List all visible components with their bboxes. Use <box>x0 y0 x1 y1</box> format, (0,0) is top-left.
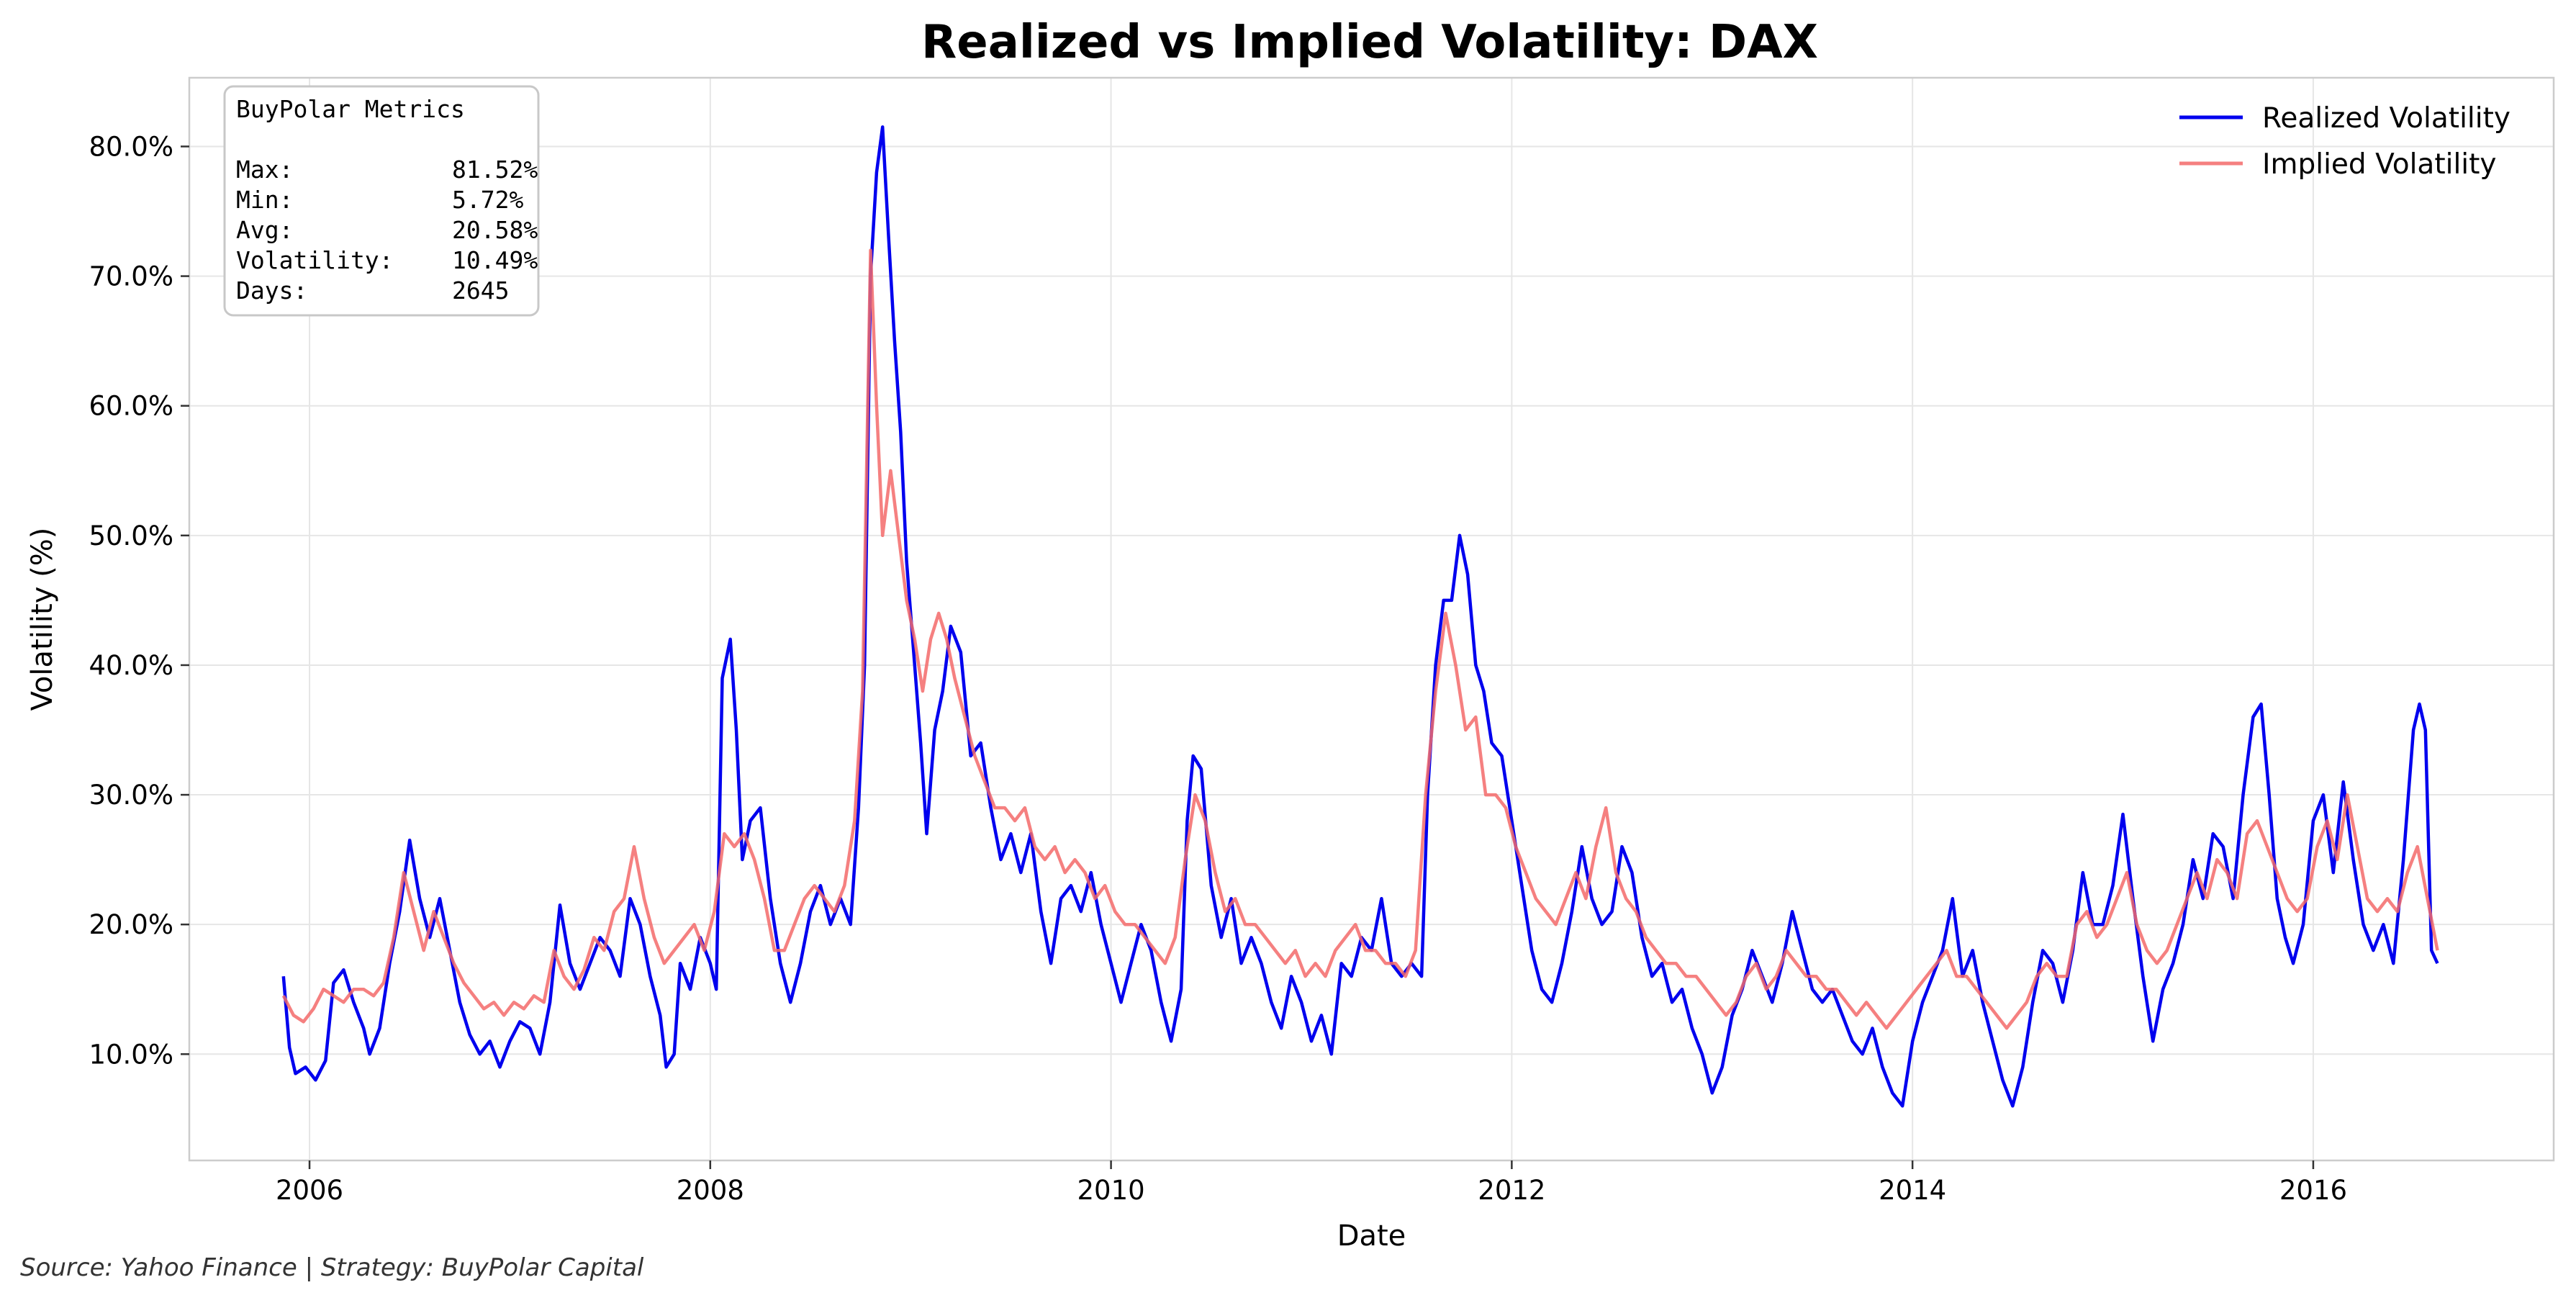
x-tick-label: 2016 <box>2279 1175 2347 1206</box>
stats-value: 20.58% <box>452 216 538 244</box>
x-tick-label: 2012 <box>1478 1175 1545 1206</box>
x-axis: 2006 2008 2010 2012 2014 2016 <box>276 1160 2347 1206</box>
source-note: Source: Yahoo Finance | Strategy: BuyPol… <box>20 1253 644 1282</box>
stats-label: Days: <box>236 276 307 305</box>
y-tick-label: 40.0% <box>89 650 173 681</box>
y-axis-label: Volatility (%) <box>26 528 59 711</box>
y-axis: 10.0% 20.0% 30.0% 40.0% 50.0% 60.0% 70.0% 80.0% <box>89 131 189 1070</box>
stats-label: Avg: <box>236 216 293 244</box>
y-tick-label: 60.0% <box>89 391 173 422</box>
y-tick-label: 70.0% <box>89 261 173 292</box>
series-line-realized-volatility <box>281 125 2439 1108</box>
x-tick-label: 2014 <box>1879 1175 1946 1206</box>
stats-value: 81.52% <box>452 155 538 184</box>
x-tick-label: 2006 <box>276 1175 343 1206</box>
y-tick-label: 20.0% <box>89 909 173 940</box>
stats-label: Volatility: <box>236 246 394 274</box>
plot-frame <box>188 76 2555 1162</box>
legend-label: Realized Volatility <box>2262 102 2511 135</box>
stats-label: Max: <box>236 155 293 184</box>
stats-label: Min: <box>236 186 293 214</box>
stats-value: 5.72% <box>452 186 523 214</box>
y-tick-label: 50.0% <box>89 520 173 551</box>
stats-value: 2645 <box>452 276 509 305</box>
legend-label: Implied Volatility <box>2262 148 2496 181</box>
stats-value: 10.49% <box>452 246 538 274</box>
stats-box-title: BuyPolar Metrics <box>236 95 465 123</box>
stats-box-background <box>223 85 540 317</box>
x-tick-label: 2008 <box>677 1175 744 1206</box>
stats-rows: Max: 81.52% Min: 5.72% Avg: 20.58% Volatility:… <box>236 155 538 305</box>
x-axis-label: Date <box>1337 1219 1406 1253</box>
y-tick-label: 10.0% <box>89 1039 173 1070</box>
stats-box: BuyPolar Metrics Max: 81.52% Min: 5.72% Avg:… <box>223 85 540 317</box>
y-tick-label: 80.0% <box>89 131 173 162</box>
series-line-implied-volatility <box>281 248 2439 1030</box>
legend: Realized Volatility Implied Volatility <box>2179 102 2511 181</box>
grid <box>189 78 2554 1160</box>
y-tick-label: 30.0% <box>89 780 173 811</box>
x-tick-label: 2010 <box>1077 1175 1145 1206</box>
series-layer <box>281 125 2439 1108</box>
chart-title: Realized vs Implied Volatility: DAX <box>921 16 1818 69</box>
